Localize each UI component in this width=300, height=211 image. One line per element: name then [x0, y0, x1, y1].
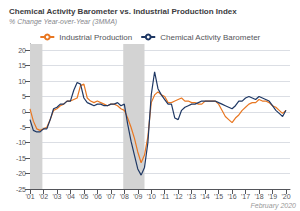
- svg-text:'03: '03: [52, 193, 61, 200]
- svg-text:-15: -15: [16, 155, 26, 162]
- svg-text:'06: '06: [93, 193, 102, 200]
- svg-text:-20: -20: [16, 170, 26, 177]
- svg-text:10: 10: [18, 78, 26, 85]
- svg-text:'17: '17: [241, 193, 250, 200]
- svg-text:'20: '20: [281, 193, 290, 200]
- svg-text:'02: '02: [39, 193, 48, 200]
- svg-text:-10: -10: [16, 139, 26, 146]
- svg-text:5: 5: [22, 93, 26, 100]
- svg-text:'07: '07: [106, 193, 115, 200]
- svg-text:'18: '18: [254, 193, 263, 200]
- svg-text:'14: '14: [201, 193, 210, 200]
- svg-text:February 2020: February 2020: [250, 202, 296, 210]
- svg-text:15: 15: [18, 62, 26, 69]
- svg-text:'08: '08: [120, 193, 129, 200]
- svg-text:'05: '05: [79, 193, 88, 200]
- svg-text:'10: '10: [147, 193, 156, 200]
- svg-text:Industrial Production: Industrial Production: [59, 33, 132, 42]
- svg-text:'04: '04: [66, 193, 75, 200]
- svg-text:'12: '12: [174, 193, 183, 200]
- svg-text:Chemical Activity Barometer: Chemical Activity Barometer: [160, 33, 260, 42]
- svg-text:% Change Year-over-Year (3MMA): % Change Year-over-Year (3MMA): [9, 18, 117, 26]
- svg-text:'15: '15: [214, 193, 223, 200]
- svg-text:'13: '13: [187, 193, 196, 200]
- svg-text:20: 20: [18, 47, 26, 54]
- svg-text:'11: '11: [160, 193, 169, 200]
- svg-text:'09: '09: [133, 193, 142, 200]
- svg-text:'16: '16: [228, 193, 237, 200]
- svg-text:'19: '19: [268, 193, 277, 200]
- svg-text:0: 0: [22, 108, 26, 115]
- svg-text:Chemical Activity Barometer vs: Chemical Activity Barometer vs. Industri…: [9, 7, 237, 16]
- svg-text:'01: '01: [25, 193, 34, 200]
- svg-text:-5: -5: [20, 124, 26, 131]
- svg-text:-25: -25: [16, 186, 26, 193]
